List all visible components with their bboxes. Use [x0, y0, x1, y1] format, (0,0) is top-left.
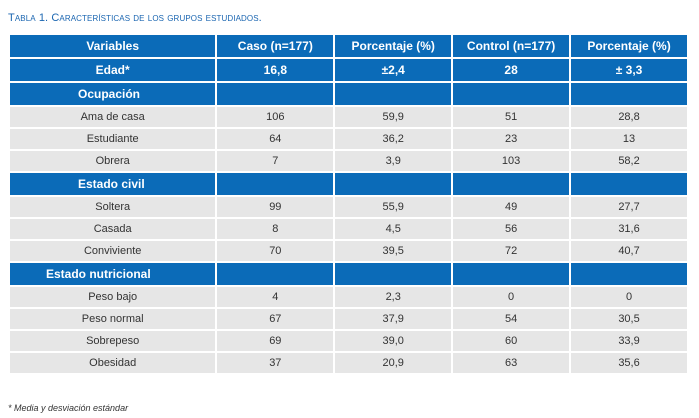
- characteristics-table: Variables Caso (n=177) Porcentaje (%) Co…: [8, 33, 689, 375]
- cell-porcentaje-caso: 39,5: [335, 241, 452, 261]
- cell-control: 51: [453, 107, 570, 127]
- cell-porcentaje-control: 31,6: [571, 219, 687, 239]
- table-row: Sobrepeso 69 39,0 60 33,9: [10, 331, 687, 351]
- cell-porcentaje-caso: 39,0: [335, 331, 452, 351]
- table-row: Ama de casa 106 59,9 51 28,8: [10, 107, 687, 127]
- table-row: Casada 8 4,5 56 31,6: [10, 219, 687, 239]
- cell-caso: 99: [217, 197, 334, 217]
- cell-porcentaje-control: 30,5: [571, 309, 687, 329]
- cell-porcentaje-caso: 4,5: [335, 219, 452, 239]
- column-header-caso: Caso (n=177): [217, 35, 334, 57]
- column-header-porcentaje-caso: Porcentaje (%): [335, 35, 452, 57]
- cell-control: 0: [453, 287, 570, 307]
- table-row: Conviviente 70 39,5 72 40,7: [10, 241, 687, 261]
- cell-porcentaje-control: 33,9: [571, 331, 687, 351]
- section-header-ocupacion: Ocupación: [10, 83, 687, 105]
- edad-caso-mean: 16,8: [217, 59, 334, 81]
- table-row: Soltera 99 55,9 49 27,7: [10, 197, 687, 217]
- section-title: Ocupación: [10, 83, 216, 105]
- cell-control: 54: [453, 309, 570, 329]
- table-caption: Tabla 1. Características de los grupos e…: [8, 12, 262, 24]
- cell-control: 23: [453, 129, 570, 149]
- table-row: Obesidad 37 20,9 63 35,6: [10, 353, 687, 373]
- cell-control: 72: [453, 241, 570, 261]
- cell-control: 49: [453, 197, 570, 217]
- row-label: Sobrepeso: [10, 331, 216, 351]
- edad-label: Edad*: [10, 59, 216, 81]
- cell-caso: 69: [217, 331, 334, 351]
- cell-control: 56: [453, 219, 570, 239]
- cell-porcentaje-control: 58,2: [571, 151, 687, 171]
- column-header-control: Control (n=177): [453, 35, 570, 57]
- footnote: * Media y desviación estándar: [8, 403, 129, 413]
- cell-porcentaje-control: 35,6: [571, 353, 687, 373]
- row-label: Soltera: [10, 197, 216, 217]
- row-label: Conviviente: [10, 241, 216, 261]
- cell-porcentaje-caso: 55,9: [335, 197, 452, 217]
- cell-porcentaje-caso: 59,9: [335, 107, 452, 127]
- cell-porcentaje-control: 28,8: [571, 107, 687, 127]
- cell-caso: 8: [217, 219, 334, 239]
- row-label: Obrera: [10, 151, 216, 171]
- edad-control-sd: ± 3,3: [571, 59, 687, 81]
- section-header-estado-nutricional: Estado nutricional: [10, 263, 687, 285]
- cell-caso: 37: [217, 353, 334, 373]
- cell-porcentaje-control: 13: [571, 129, 687, 149]
- table-row: Estudiante 64 36,2 23 13: [10, 129, 687, 149]
- row-label: Obesidad: [10, 353, 216, 373]
- edad-row: Edad* 16,8 ±2,4 28 ± 3,3: [10, 59, 687, 81]
- table-row: Peso bajo 4 2,3 0 0: [10, 287, 687, 307]
- row-label: Casada: [10, 219, 216, 239]
- section-title: Estado civil: [10, 173, 216, 195]
- row-label: Estudiante: [10, 129, 216, 149]
- cell-porcentaje-caso: 36,2: [335, 129, 452, 149]
- table-row: Obrera 7 3,9 103 58,2: [10, 151, 687, 171]
- edad-caso-sd: ±2,4: [335, 59, 452, 81]
- cell-porcentaje-control: 0: [571, 287, 687, 307]
- cell-control: 63: [453, 353, 570, 373]
- cell-caso: 4: [217, 287, 334, 307]
- row-label: Peso bajo: [10, 287, 216, 307]
- cell-caso: 106: [217, 107, 334, 127]
- cell-porcentaje-caso: 37,9: [335, 309, 452, 329]
- cell-porcentaje-control: 27,7: [571, 197, 687, 217]
- cell-caso: 67: [217, 309, 334, 329]
- cell-porcentaje-caso: 2,3: [335, 287, 452, 307]
- cell-porcentaje-control: 40,7: [571, 241, 687, 261]
- table-row: Peso normal 67 37,9 54 30,5: [10, 309, 687, 329]
- row-label: Ama de casa: [10, 107, 216, 127]
- cell-caso: 7: [217, 151, 334, 171]
- header-row: Variables Caso (n=177) Porcentaje (%) Co…: [10, 35, 687, 57]
- cell-control: 60: [453, 331, 570, 351]
- cell-caso: 64: [217, 129, 334, 149]
- column-header-variables: Variables: [10, 35, 216, 57]
- cell-control: 103: [453, 151, 570, 171]
- cell-porcentaje-caso: 20,9: [335, 353, 452, 373]
- column-header-porcentaje-control: Porcentaje (%): [571, 35, 687, 57]
- edad-control-mean: 28: [453, 59, 570, 81]
- row-label: Peso normal: [10, 309, 216, 329]
- section-title: Estado nutricional: [10, 263, 216, 285]
- cell-porcentaje-caso: 3,9: [335, 151, 452, 171]
- section-header-estado-civil: Estado civil: [10, 173, 687, 195]
- cell-caso: 70: [217, 241, 334, 261]
